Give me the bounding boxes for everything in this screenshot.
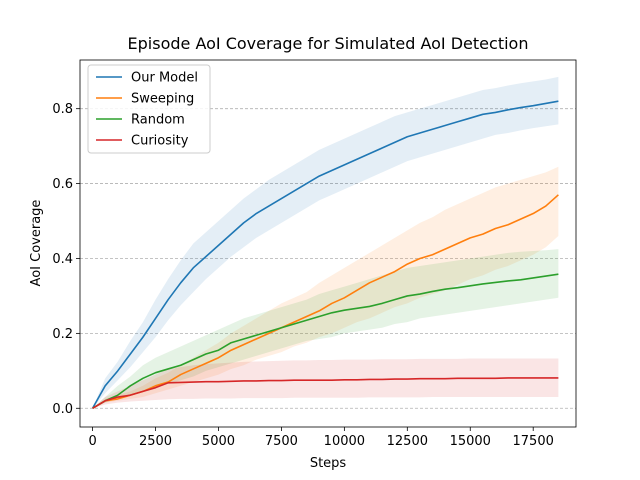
band-0 [92,76,559,409]
band-3 [92,358,559,409]
y-tick-label-1: 0.2 [52,327,73,342]
y-tick-label-2: 0.4 [52,252,73,267]
legend-label-1: Sweeping [131,92,194,107]
x-tick-label-6: 15000 [450,434,491,449]
axes-frame [79,59,577,428]
x-tick-label-5: 12500 [387,434,428,449]
band-2 [92,249,559,409]
legend: Our Model Sweeping Random Curiosity [87,64,211,154]
plot-area: 0 2500 5000 7500 10000 12500 15000 17500 0.0 0.2 0… [52,59,577,449]
x-tick-label-4: 10000 [324,434,365,449]
legend-label-3: Curiosity [131,134,189,149]
band-1 [92,166,559,409]
x-tick-label-7: 17500 [513,434,554,449]
legend-label-2: Random [131,113,185,128]
x-tick-label-0: 0 [88,434,96,449]
legend-box [87,64,211,154]
series-line-3 [92,377,559,409]
y-tick-label-4: 0.8 [52,102,73,117]
x-tick-label-3: 7500 [265,434,298,449]
legend-label-0: Our Model [131,71,198,86]
x-tick-label-2: 5000 [202,434,235,449]
y-tick-label-3: 0.6 [52,177,73,192]
y-axis-label: AoI Coverage [29,200,44,287]
x-tick-label-1: 2500 [139,434,172,449]
y-tick-label-0: 0.0 [52,402,73,417]
series-line-0 [91,100,559,409]
series-line-1 [92,194,559,409]
chart-title: Episode AoI Coverage for Simulated AoI D… [128,34,529,53]
x-axis-label: Steps [310,456,347,471]
series-line-2 [92,273,559,409]
